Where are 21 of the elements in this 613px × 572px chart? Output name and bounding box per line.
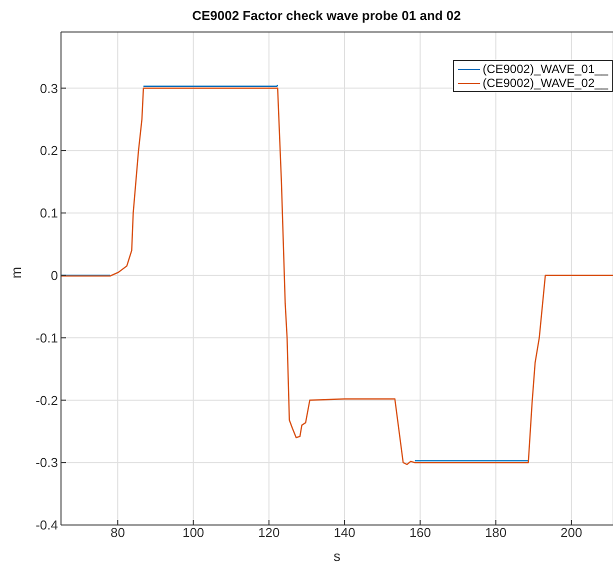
x-tick-label: 140 — [334, 525, 356, 540]
x-axis-title: s — [334, 548, 340, 564]
y-axis-title: m — [8, 266, 24, 278]
legend-label: (CE9002)_WAVE_02__ — [482, 76, 608, 90]
y-tick-label: 0.1 — [40, 206, 58, 221]
y-tick-label: -0.2 — [36, 392, 58, 408]
y-tick-label: 0.2 — [40, 143, 58, 158]
x-tick-label: 160 — [409, 525, 432, 540]
y-tick-label: -0.3 — [36, 455, 58, 470]
x-tick-label: 100 — [182, 525, 204, 540]
chart-title: CE9002 Factor check wave probe 01 and 02 — [191, 8, 462, 23]
x-tick-label: 180 — [484, 525, 507, 540]
line-series — [61, 88, 613, 466]
y-tick-label: -0.1 — [36, 330, 58, 346]
y-tick-label: -0.4 — [36, 518, 58, 533]
x-tick-label: 120 — [258, 525, 280, 540]
x-tick-label: 80 — [110, 525, 125, 540]
legend-label: (CE9002)_WAVE_01__ — [482, 62, 608, 76]
y-tick-label: 0.3 — [40, 80, 58, 96]
x-tick-label: 200 — [560, 525, 582, 540]
y-tick-label: 0 — [50, 268, 58, 283]
